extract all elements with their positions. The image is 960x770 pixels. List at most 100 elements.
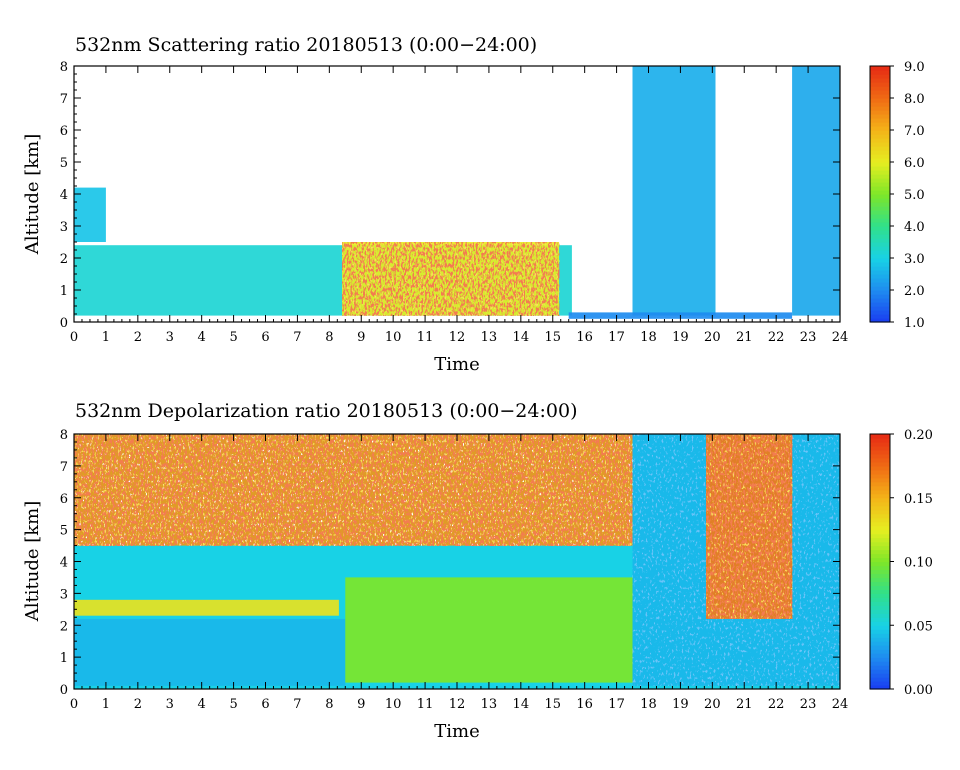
colorbar-swatch <box>870 677 890 682</box>
colorbar-swatch <box>870 629 890 634</box>
x-tick-label: 6 <box>261 330 269 345</box>
colorbar-tick-label: 3.0 <box>904 252 925 267</box>
colorbar-swatch <box>870 102 890 107</box>
colorbar-swatch <box>870 134 890 139</box>
colorbar-swatch <box>870 238 890 243</box>
x-tick-label: 23 <box>800 330 817 345</box>
colorbar-swatch <box>870 553 890 559</box>
colorbar-swatch <box>870 246 890 251</box>
colorbar-swatch <box>870 270 890 275</box>
x-tick-label: 10 <box>385 330 402 345</box>
colorbar-tick-label: 0.10 <box>904 556 933 571</box>
colorbar-swatch <box>870 457 890 463</box>
colorbar-swatch <box>870 637 890 642</box>
x-tick-label: 24 <box>832 330 849 345</box>
colorbar-tick-label: 0.15 <box>904 492 933 507</box>
colorbar-swatch <box>870 493 890 499</box>
colorbar-swatch <box>870 310 890 315</box>
colorbar-swatch <box>870 685 890 690</box>
y-tick-label: 1 <box>60 284 68 299</box>
colorbar-swatch <box>870 649 890 654</box>
colorbar-swatch <box>870 605 890 610</box>
x-tick-label: 10 <box>385 697 402 712</box>
colorbar-swatch <box>870 286 890 291</box>
x-tick-label: 14 <box>513 330 530 345</box>
x-tick-label: 7 <box>293 697 301 712</box>
colorbar-swatch <box>870 589 890 594</box>
colorbar-swatch <box>870 90 890 95</box>
colorbar-swatch <box>870 146 890 151</box>
colorbar-swatch <box>870 437 890 443</box>
colorbar-swatch <box>870 609 890 614</box>
y-tick-label: 6 <box>60 492 68 507</box>
colorbar-swatch <box>870 78 890 83</box>
colorbar-swatch <box>870 577 890 583</box>
x-tick-label: 17 <box>608 330 625 345</box>
colorbar-swatch <box>870 509 890 515</box>
colorbar-tick-label: 0.20 <box>904 428 933 443</box>
x-axis-label: Time <box>434 354 479 375</box>
colorbar-swatch <box>870 505 890 511</box>
heatmap-texture <box>74 434 633 546</box>
colorbar-swatch <box>870 130 890 135</box>
colorbar-swatch <box>870 545 890 551</box>
colorbar-swatch <box>870 198 890 203</box>
colorbar: 0.00 0.05 0.10 0.15 0.20 <box>869 428 933 698</box>
colorbar-swatch <box>870 665 890 670</box>
colorbar-swatch <box>870 681 890 686</box>
colorbar-swatch <box>870 673 890 678</box>
colorbar-swatch <box>870 669 890 674</box>
colorbar-swatch <box>870 66 890 71</box>
y-tick-label: 6 <box>60 124 68 139</box>
colorbar-tick-label: 0.00 <box>904 683 933 698</box>
colorbar-swatch <box>870 481 890 487</box>
x-tick-label: 9 <box>357 697 365 712</box>
colorbar-swatch <box>870 158 890 163</box>
y-tick-label: 0 <box>60 683 68 698</box>
y-tick-label: 2 <box>60 619 68 634</box>
y-axis-label: Altitude [km] <box>22 501 43 623</box>
colorbar-swatch <box>870 282 890 287</box>
x-tick-label: 24 <box>832 697 849 712</box>
colorbar-swatch <box>870 214 890 219</box>
axes: 0 1 2 3 4 5 6 7 8 9 10 11 12 13 14 15 16 17 18 19 20 21 22 23 24… <box>60 60 849 345</box>
colorbar-swatch <box>870 138 890 143</box>
y-tick-label: 3 <box>60 220 68 235</box>
colorbar-swatch <box>870 569 890 575</box>
colorbar-tick-label: 9.0 <box>904 60 925 75</box>
colorbar-swatch <box>870 461 890 467</box>
x-tick-label: 7 <box>293 330 301 345</box>
colorbar-swatch <box>870 306 890 311</box>
colorbar-tick-label: 5.0 <box>904 188 925 203</box>
colorbar-swatch <box>870 230 890 235</box>
colorbar-tick-label: 0.05 <box>904 619 933 634</box>
x-tick-label: 21 <box>736 330 753 345</box>
colorbar-swatch <box>870 513 890 519</box>
colorbar-tick-label: 6.0 <box>904 156 925 171</box>
colorbar-swatch <box>870 110 890 115</box>
colorbar-swatch <box>870 162 890 167</box>
x-tick-label: 22 <box>768 330 785 345</box>
colorbar-swatch <box>870 529 890 535</box>
colorbar-swatch <box>870 593 890 598</box>
colorbar-swatch <box>870 657 890 662</box>
y-tick-label: 7 <box>60 92 68 107</box>
x-tick-label: 16 <box>576 330 593 345</box>
colorbar-swatch <box>870 98 890 103</box>
colorbar-swatch <box>870 449 890 455</box>
y-tick-label: 7 <box>60 460 68 475</box>
colorbar-swatch <box>870 497 890 503</box>
colorbar-swatch <box>870 549 890 555</box>
colorbar-tick-label: 4.0 <box>904 220 925 235</box>
colorbar-swatch <box>870 210 890 215</box>
colorbar-swatch <box>870 561 890 567</box>
colorbar-swatch <box>870 82 890 87</box>
colorbar-swatch <box>870 485 890 491</box>
colorbar-swatch <box>870 234 890 239</box>
colorbar-swatch <box>870 114 890 119</box>
colorbar-swatch <box>870 661 890 666</box>
x-tick-label: 3 <box>166 697 174 712</box>
colorbar-swatch <box>870 613 890 618</box>
colorbar-swatch <box>870 601 890 606</box>
